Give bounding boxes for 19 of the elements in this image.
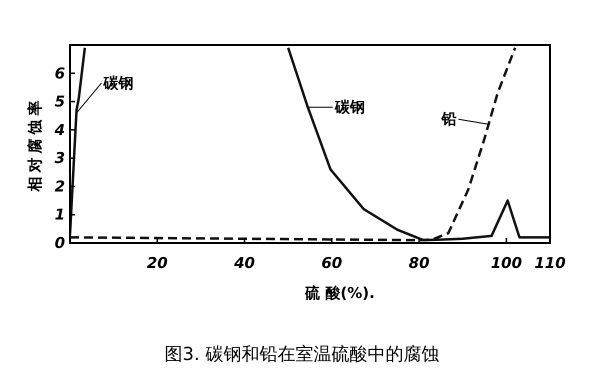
y-tick-label: 5	[54, 92, 65, 111]
y-tick-label: 2	[54, 177, 65, 196]
annotation: 碳钢	[102, 74, 134, 92]
x-tick-label: 60	[321, 254, 342, 272]
x-tick-label: 110	[534, 254, 566, 272]
x-axis-title: 硫 酸(%).	[304, 284, 375, 302]
x-tick-label: 80	[408, 254, 430, 272]
x-tick-label: 100	[490, 254, 522, 272]
y-tick-label: 0	[54, 234, 65, 252]
y-tick-label: 4	[54, 120, 65, 139]
y-tick-label: 6	[54, 64, 65, 82]
annotation: 碳钢	[334, 98, 365, 116]
y-axis-title: 相对腐蚀率	[26, 96, 44, 192]
x-tick-label: 40	[233, 254, 255, 272]
x-tick-label: 20	[146, 254, 168, 272]
y-tick-label: 1	[54, 206, 65, 224]
annotation: 铅	[440, 110, 456, 128]
text: 图3. 碳钢和铅在室温硫酸中的腐蚀	[164, 344, 440, 365]
y-tick-label: 3	[54, 149, 65, 168]
